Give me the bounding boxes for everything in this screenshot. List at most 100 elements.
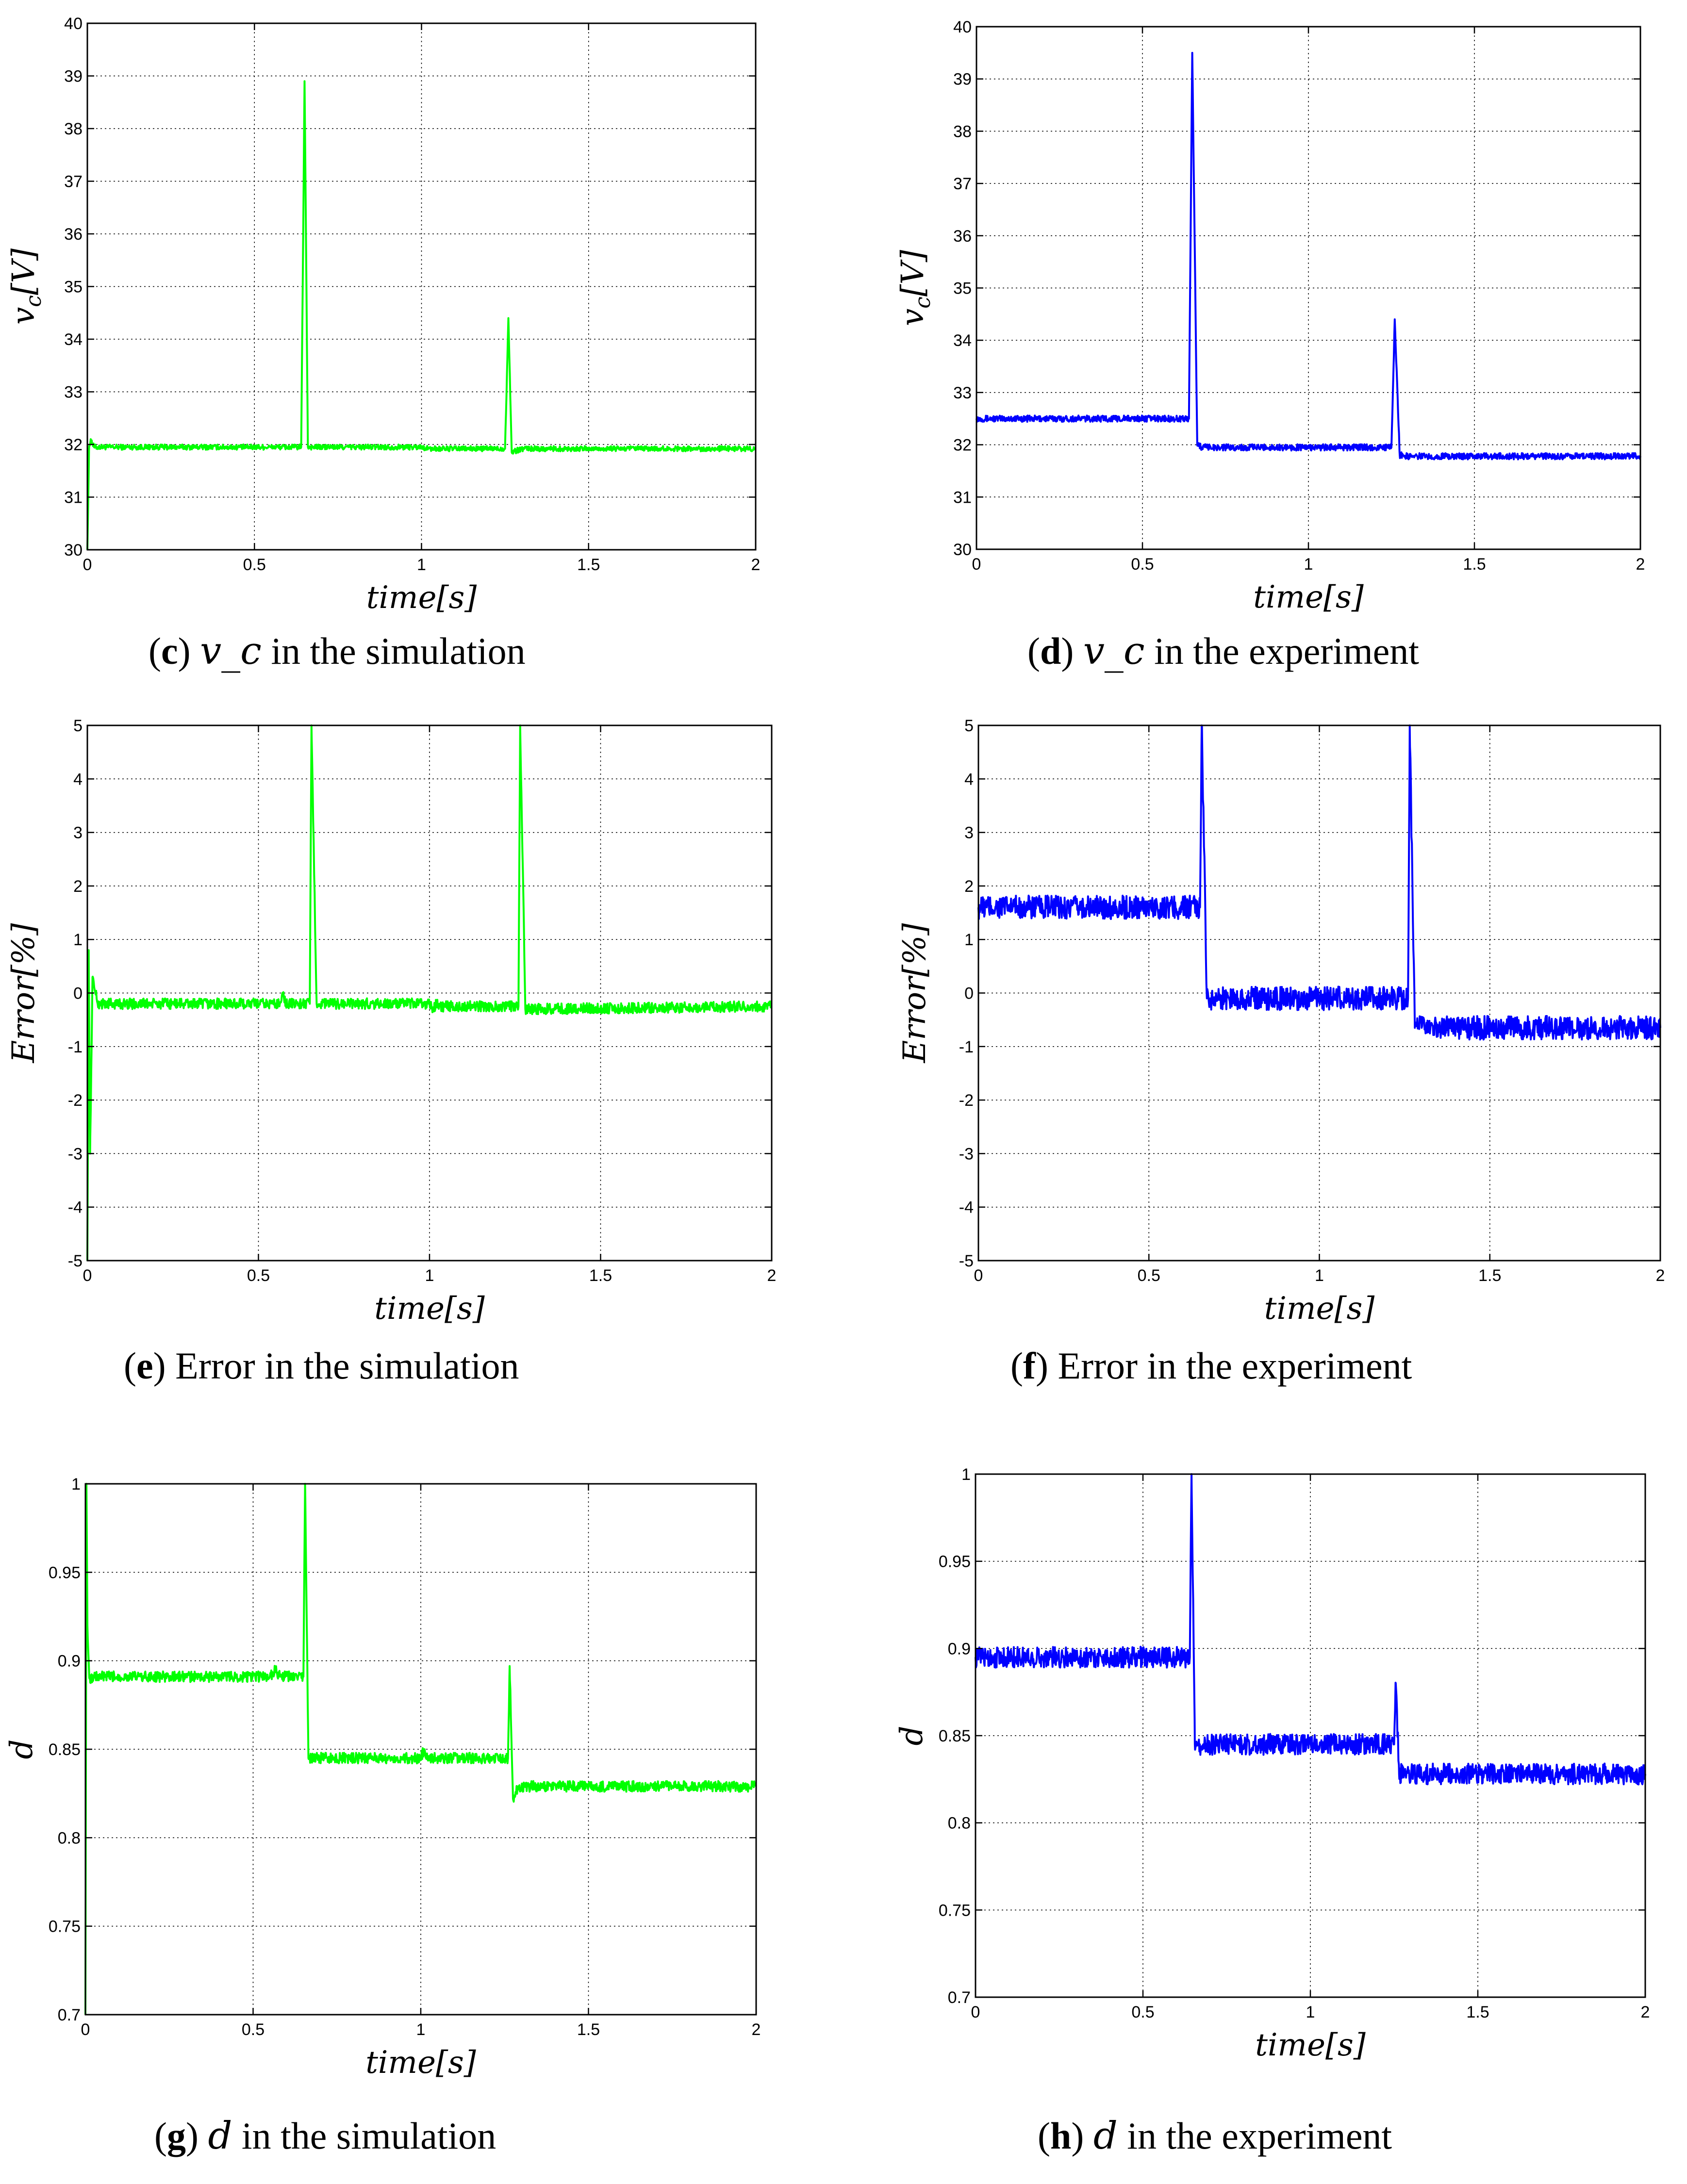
caption-letter: g [166, 2115, 186, 2157]
y-axis-label-base: d [4, 1740, 40, 1759]
y-tick-label: 4 [964, 770, 974, 788]
y-tick-label: 4 [73, 770, 83, 788]
y-axis-label-base: v [895, 309, 931, 326]
y-tick-label: 32 [953, 436, 972, 455]
y-tick-label: 0.8 [948, 1814, 971, 1833]
x-tick-label: 0 [81, 2020, 90, 2039]
x-axis-label: time[s] [1253, 579, 1364, 615]
y-tick-label: 2 [73, 877, 83, 896]
y-tick-label: 32 [64, 436, 83, 454]
y-axis-label-base: Error[%] [6, 923, 42, 1064]
y-axis-label-base: Error[%] [897, 923, 933, 1064]
y-tick-label: -1 [959, 1038, 974, 1056]
caption-symbol: v_c [200, 629, 262, 673]
x-tick-label: 1 [1315, 1266, 1324, 1285]
y-tick-label: 5 [73, 717, 83, 735]
y-tick-label: 31 [953, 488, 972, 507]
y-tick-label: -4 [68, 1199, 83, 1217]
x-tick-label: 2 [1636, 555, 1645, 574]
y-tick-label: 37 [953, 175, 972, 193]
x-tick-label: 1 [425, 1266, 434, 1285]
x-tick-label: 2 [751, 556, 761, 574]
y-tick-label: 3 [73, 824, 83, 842]
caption-c: (c) v_c in the simulation [149, 629, 526, 673]
x-tick-label: 0.5 [1131, 555, 1154, 574]
caption-text: in the simulation [271, 630, 526, 672]
y-tick-label: 0.9 [948, 1640, 971, 1658]
y-tick-label: 38 [64, 120, 83, 138]
series-line [975, 1473, 1646, 1786]
y-axis-label: vc[V] [6, 248, 46, 325]
x-tick-label: 1.5 [1478, 1266, 1501, 1285]
series-line [977, 724, 1661, 1041]
x-tick-label: 2 [752, 2020, 761, 2039]
caption-text: in the experiment [1154, 630, 1419, 672]
x-tick-label: 1.5 [577, 556, 600, 574]
y-tick-label: 36 [953, 227, 972, 246]
plot-area [976, 1474, 1645, 1997]
series-line [84, 1483, 757, 2015]
y-tick-label: 0.9 [58, 1652, 81, 1671]
x-tick-label: 1.5 [577, 2020, 600, 2039]
y-tick-label: 34 [953, 331, 972, 350]
x-tick-label: 2 [1656, 1266, 1665, 1285]
y-tick-label: -3 [959, 1145, 974, 1163]
y-tick-label: 5 [964, 717, 974, 735]
y-tick-label: 2 [964, 877, 974, 896]
caption-text: Error in the simulation [175, 1345, 519, 1387]
y-tick-label: 0 [964, 985, 974, 1003]
x-tick-label: 0.5 [247, 1266, 270, 1285]
y-tick-label: 0.7 [58, 2006, 81, 2024]
caption-letter: c [161, 630, 178, 672]
x-tick-label: 1.5 [1466, 2003, 1489, 2021]
caption-h: (h) d in the experiment [1038, 2114, 1392, 2158]
y-tick-label: 0.8 [58, 1829, 81, 1847]
y-tick-label: 0.75 [49, 1918, 81, 1936]
y-tick-label: 30 [953, 541, 972, 559]
y-axis-label-base: d [894, 1726, 930, 1746]
x-tick-label: 1 [1304, 555, 1313, 574]
x-tick-label: 1 [417, 556, 426, 574]
x-axis-label: time[s] [374, 1291, 485, 1327]
y-tick-label: 0.85 [49, 1741, 81, 1759]
caption-symbol: d [1093, 2114, 1118, 2158]
x-axis-label: time[s] [1264, 1291, 1375, 1327]
y-tick-label: 1 [71, 1475, 81, 1494]
y-tick-label: 1 [73, 931, 83, 949]
y-tick-label: 35 [953, 279, 972, 298]
y-tick-label: 39 [64, 67, 83, 86]
caption-f: (f) Error in the experiment [1010, 1345, 1412, 1387]
y-tick-label: 40 [953, 18, 972, 36]
y-tick-label: 1 [961, 1465, 971, 1484]
y-axis-label: Error[%] [897, 923, 933, 1064]
y-tick-label: -2 [959, 1091, 974, 1110]
y-tick-label: 40 [64, 15, 83, 33]
caption-letter: h [1050, 2115, 1072, 2157]
caption-text: in the simulation [241, 2115, 496, 2157]
y-tick-label: -3 [68, 1145, 83, 1163]
y-tick-label: -1 [68, 1038, 83, 1056]
y-tick-label: 33 [953, 384, 972, 402]
x-tick-label: 2 [767, 1266, 777, 1285]
x-tick-label: 0.5 [243, 556, 266, 574]
x-axis-label: time[s] [366, 580, 478, 616]
caption-symbol: v_c [1083, 629, 1145, 673]
y-tick-label: 0.95 [939, 1553, 971, 1571]
y-tick-label: 38 [953, 122, 972, 141]
y-tick-label: 34 [64, 330, 83, 349]
y-axis-label: d [4, 1740, 40, 1759]
y-axis-label: d [894, 1726, 930, 1746]
y-tick-label: 0.85 [939, 1727, 971, 1745]
y-tick-label: 36 [64, 225, 83, 244]
caption-g: (g) d in the simulation [154, 2114, 496, 2158]
series-line [86, 80, 756, 550]
x-tick-label: 0 [83, 556, 92, 574]
y-tick-label: 30 [64, 541, 83, 559]
y-tick-label: 0.75 [939, 1901, 971, 1920]
caption-text: Error in the experiment [1058, 1345, 1412, 1387]
x-tick-label: 0 [974, 1266, 983, 1285]
